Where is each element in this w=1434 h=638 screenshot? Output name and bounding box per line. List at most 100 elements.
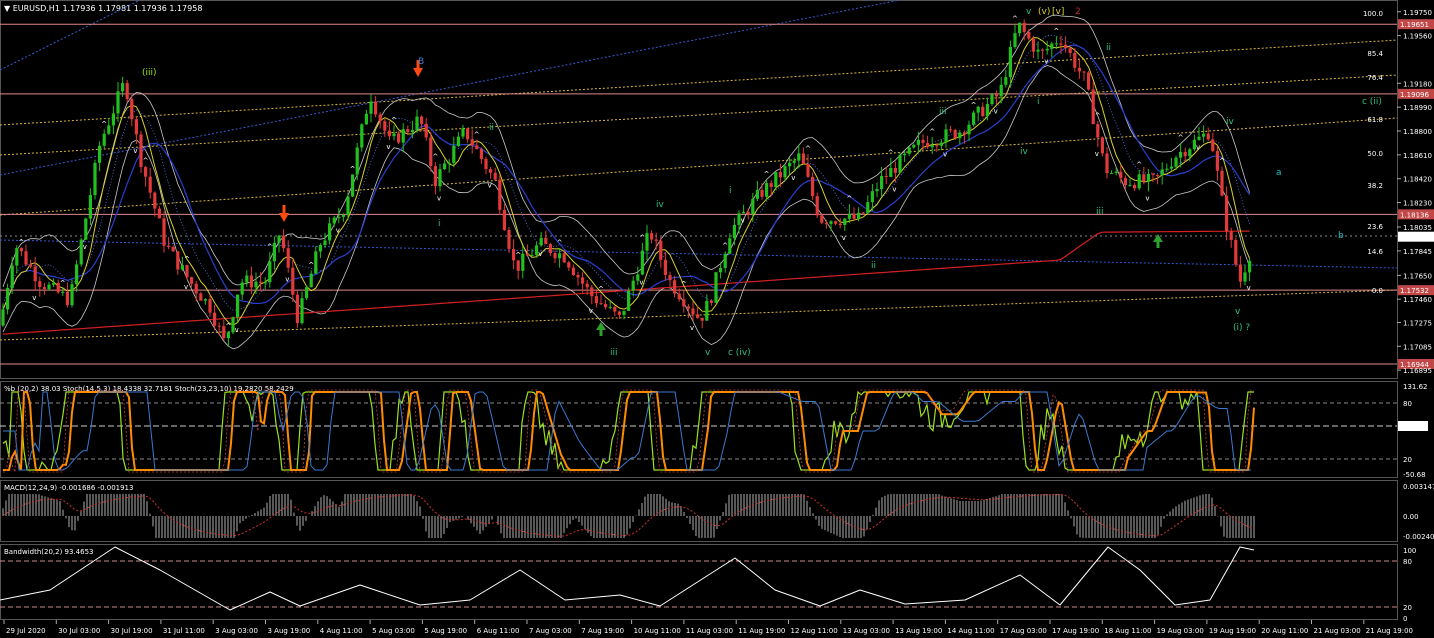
wave-label-22: c (ii) [1362,97,1382,107]
wave-label-23: a [1276,168,1282,178]
time-label-4: 3 Aug 03:00 [215,627,258,635]
candle [38,281,42,288]
candle [88,195,92,219]
wave-label-10: iii [939,107,947,117]
time-label-18: 14 Aug 11:00 [947,627,994,635]
candle [162,218,166,246]
candle [801,153,805,164]
candle [452,145,456,163]
candle [668,275,672,281]
candle [650,233,654,240]
wave-label-4: iii [610,348,618,358]
candle [677,293,681,300]
candle [75,264,79,285]
candle [562,253,566,263]
candle [323,240,327,246]
time-label-21: 18 Aug 11:00 [1104,627,1151,635]
price-axis-label-3: 1.18990 [1403,104,1432,112]
fractal-down: v [336,226,340,234]
candle [907,147,911,154]
stoch-axis-label-3: 20 [1403,456,1412,464]
candle [806,163,810,177]
candle [811,176,815,197]
level-tag-2 [1398,209,1434,220]
candle [783,166,787,178]
fractal-down: v [892,186,896,194]
candle [401,129,405,143]
candle [406,129,410,133]
time-label-7: 5 Aug 03:00 [372,627,415,635]
candle [180,265,184,270]
fractal-down: v [437,195,441,203]
time-label-17: 13 Aug 19:00 [895,627,942,635]
candle [397,133,401,143]
candle [24,251,28,265]
candle [1064,44,1068,49]
time-label-13: 11 Aug 03:00 [686,627,733,635]
price-axis-label-1: 1.19560 [1403,33,1432,41]
candle [240,282,244,295]
candle [383,121,387,131]
stoch-panel [0,381,1398,478]
candle [300,298,304,324]
fractal-down: v [184,283,188,291]
candle [622,310,626,315]
candle [847,213,851,219]
bandwidth-panel [0,544,1398,620]
fractal-up: ^ [1136,161,1142,169]
candle [254,281,258,288]
candle [222,326,226,339]
candle [447,162,451,164]
candle [1027,31,1031,39]
candle [1206,133,1210,140]
candle [1022,22,1026,32]
candle [530,254,534,256]
candle [484,159,488,170]
candle [1211,139,1215,152]
candle [1192,139,1196,150]
candle [686,306,690,309]
candle [420,116,424,124]
candle [719,267,723,273]
fractal-up: ^ [929,128,935,136]
time-label-2: 30 Jul 19:00 [111,627,153,635]
fib-label-7: 14.6 [1367,248,1383,256]
candle [134,119,138,135]
candle [107,125,111,134]
candle [834,221,838,224]
candle [185,265,189,278]
candle [489,169,493,173]
candle [1197,136,1201,140]
fractal-up: ^ [639,234,645,242]
fractal-up: ^ [557,239,563,247]
fractal-down: v [285,276,289,284]
candle [838,223,842,225]
candle [737,213,741,225]
candle [645,233,649,251]
candle [1041,49,1045,51]
candle [176,251,180,270]
candle [70,284,74,306]
candle [116,91,120,114]
stoch-title: %b (20,2) 38.03 Stoch(14,5,3) 18.4338 32… [4,385,294,393]
fractal-down: v [1145,194,1149,202]
candle [461,128,465,137]
candle [1054,43,1058,45]
candle [130,99,134,120]
time-label-10: 7 Aug 03:00 [529,627,572,635]
candle [470,139,474,146]
candle [875,189,879,192]
candle [424,123,428,138]
fractal-down: v [943,151,947,159]
blue-moving-average [2,44,1251,310]
candle [15,248,19,266]
fib-label-5: 38.2 [1367,182,1383,190]
fractal-up: ^ [515,251,521,259]
candle [1165,168,1169,170]
sell-arrow-shaft-1 [416,60,420,68]
candle [640,250,644,275]
price-axis-label-14: 1.16895 [1403,367,1432,375]
candle [567,262,571,268]
stoch-axis-label-0: 131.62 [1403,383,1428,391]
